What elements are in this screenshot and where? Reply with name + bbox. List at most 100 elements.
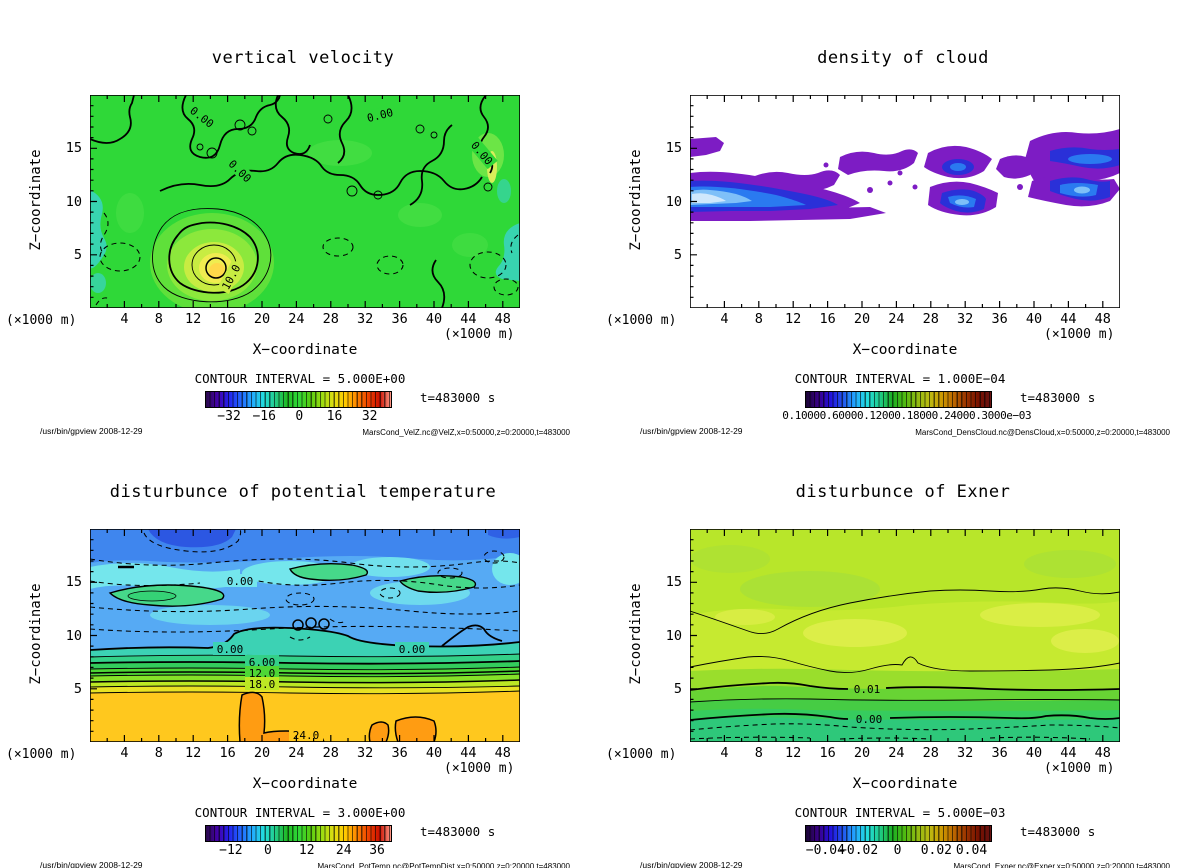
x-tick: 36 — [991, 745, 1008, 761]
x-tick: 16 — [819, 311, 836, 327]
colorbar-tick-labels: −0.04 −0.02 0 0.02 0.04 — [805, 843, 990, 859]
negative-dashed-contours — [95, 212, 519, 306]
x-unit-right: (×1000 m) — [444, 761, 515, 776]
panel-title: disturbunce of potential temperature — [109, 482, 497, 502]
y-tick: 5 — [73, 246, 82, 263]
colorbar-tick-labels: 0.10000.60000.12000.18000.24000.3000e−03 — [782, 409, 1031, 425]
x-tick: 24 — [888, 745, 905, 761]
colorbar-tick: −16 — [252, 409, 276, 424]
data-source-label: MarsCond_Exner.nc@Exner,x=0:50000,z=0:20… — [953, 862, 1171, 868]
time-label: t=483000 s — [420, 390, 496, 405]
x-tick: 8 — [154, 311, 163, 327]
x-tick: 8 — [754, 311, 763, 327]
x-tick: 32 — [957, 311, 974, 327]
x-unit-right: (×1000 m) — [1044, 327, 1115, 342]
panel-exner: disturbunce of Exner Z−coordinate — [600, 434, 1200, 868]
colorbar-tick: 16 — [326, 409, 343, 424]
time-label: t=483000 s — [1020, 390, 1096, 405]
panel-vertical-velocity: vertical velocity Z−coordinate — [0, 0, 600, 437]
x-tick: 8 — [754, 745, 763, 761]
y-tick: 15 — [665, 140, 682, 157]
contour-interval-label: CONTOUR INTERVAL = 5.000E−03 — [794, 805, 1006, 820]
x-tick: 40 — [1025, 311, 1043, 327]
x-tick: 32 — [957, 745, 974, 761]
generator-label: /usr/bin/gpview 2008-12-29 — [640, 426, 743, 436]
x-tick-labels: 4 8 12 16 20 24 28 32 36 40 44 48 — [0, 311, 600, 329]
colorbar — [805, 391, 992, 408]
x-tick: 20 — [253, 745, 271, 761]
svg-text:24.0: 24.0 — [293, 729, 320, 742]
panel-potential-temperature: disturbunce of potential temperature Z−c… — [0, 434, 600, 868]
colorbar — [205, 391, 392, 408]
colorbar-tick: −0.02 — [839, 843, 879, 858]
plot-area: 0.01 0.00 — [690, 529, 1120, 742]
panel-density-of-cloud: density of cloud Z−coordinate — [600, 0, 1200, 437]
x-tick: 4 — [720, 311, 729, 327]
svg-text:0.00: 0.00 — [217, 643, 244, 656]
plot-area: 0.00 0.00 0.00 0.00 10.0 — [90, 95, 520, 308]
x-tick: 16 — [219, 311, 236, 327]
y-tick-labels: 5 10 15 — [52, 0, 82, 434]
panel-title: vertical velocity — [211, 48, 395, 68]
x-tick: 24 — [288, 745, 305, 761]
contour-lines — [690, 587, 1120, 740]
y-tick: 10 — [65, 193, 82, 210]
panel-title: density of cloud — [817, 48, 989, 68]
generator-label: /usr/bin/gpview 2008-12-29 — [640, 860, 743, 868]
y-axis-label: Z−coordinate — [628, 583, 644, 685]
colorbar — [805, 825, 992, 842]
colorbar-tick: 0 — [295, 409, 304, 424]
x-tick-labels: 4 8 12 16 20 24 28 32 36 40 44 48 — [0, 745, 600, 763]
y-tick: 15 — [65, 574, 82, 591]
colorbar-tick: 0.04 — [955, 843, 988, 858]
colorbar-tick: 32 — [361, 409, 378, 424]
x-unit-left: (×1000 m) — [606, 313, 677, 328]
x-tick: 32 — [357, 745, 374, 761]
colorbar-tick: −32 — [217, 409, 241, 424]
y-tick: 5 — [673, 246, 682, 263]
colorbar-tick-labels: −32 −16 0 16 32 — [205, 409, 390, 425]
svg-text:0.01: 0.01 — [854, 683, 881, 696]
contour-interval-label: CONTOUR INTERVAL = 5.000E+00 — [194, 371, 406, 386]
generator-label: /usr/bin/gpview 2008-12-29 — [40, 860, 143, 868]
time-label: t=483000 s — [1020, 824, 1096, 839]
y-axis-label: Z−coordinate — [28, 149, 44, 251]
generator-label: /usr/bin/gpview 2008-12-29 — [40, 426, 143, 436]
y-tick: 10 — [665, 193, 682, 210]
colorbar-tick: 0.02 — [920, 843, 952, 858]
x-tick: 28 — [922, 745, 939, 761]
x-tick: 12 — [785, 745, 802, 761]
x-tick: 40 — [1025, 745, 1043, 761]
colorbar-tick: 36 — [369, 843, 385, 858]
svg-text:0.00: 0.00 — [227, 575, 254, 588]
x-tick: 36 — [391, 311, 408, 327]
x-tick: 40 — [425, 745, 443, 761]
contour-plot-exner: 0.01 0.00 — [690, 529, 1120, 742]
x-tick: 48 — [494, 311, 511, 327]
y-tick: 10 — [665, 627, 682, 644]
y-axis-label: Z−coordinate — [28, 583, 44, 685]
x-tick: 20 — [853, 745, 871, 761]
contour-plot-density-of-cloud — [690, 95, 1120, 308]
colorbar — [205, 825, 392, 842]
x-tick: 48 — [494, 745, 511, 761]
contour-plot-potential-temperature: 0.00 0.00 0.00 6.00 12.0 18.0 24.0 — [90, 529, 520, 742]
x-tick: 48 — [1094, 311, 1111, 327]
x-unit-right: (×1000 m) — [1044, 761, 1115, 776]
dashed-negative-contours — [90, 529, 520, 641]
x-tick: 4 — [720, 745, 729, 761]
contour-plot-vertical-velocity: 0.00 0.00 0.00 0.00 10.0 — [90, 95, 520, 308]
x-tick: 44 — [460, 311, 477, 327]
x-tick: 36 — [391, 745, 408, 761]
y-tick-labels: 5 10 15 — [652, 434, 682, 868]
contour-value-labels: 0.00 0.00 0.00 6.00 12.0 18.0 24.0 — [213, 574, 429, 742]
data-source-label: MarsCond_DensCloud.nc@DensCloud,x=0:5000… — [915, 428, 1170, 437]
x-unit-left: (×1000 m) — [606, 747, 677, 762]
x-tick: 12 — [185, 745, 202, 761]
colorbar-tick: 0.10000.60000.12000.18000.24000.3000e−03 — [782, 409, 1032, 422]
plot-area: 0.00 0.00 0.00 6.00 12.0 18.0 24.0 — [90, 529, 520, 742]
x-tick: 44 — [460, 745, 477, 761]
colorbar-tick: 0 — [263, 843, 272, 858]
x-tick: 12 — [185, 311, 202, 327]
data-source-label: MarsCond_PotTemp.nc@PotTempDist,x=0:5000… — [317, 862, 571, 868]
